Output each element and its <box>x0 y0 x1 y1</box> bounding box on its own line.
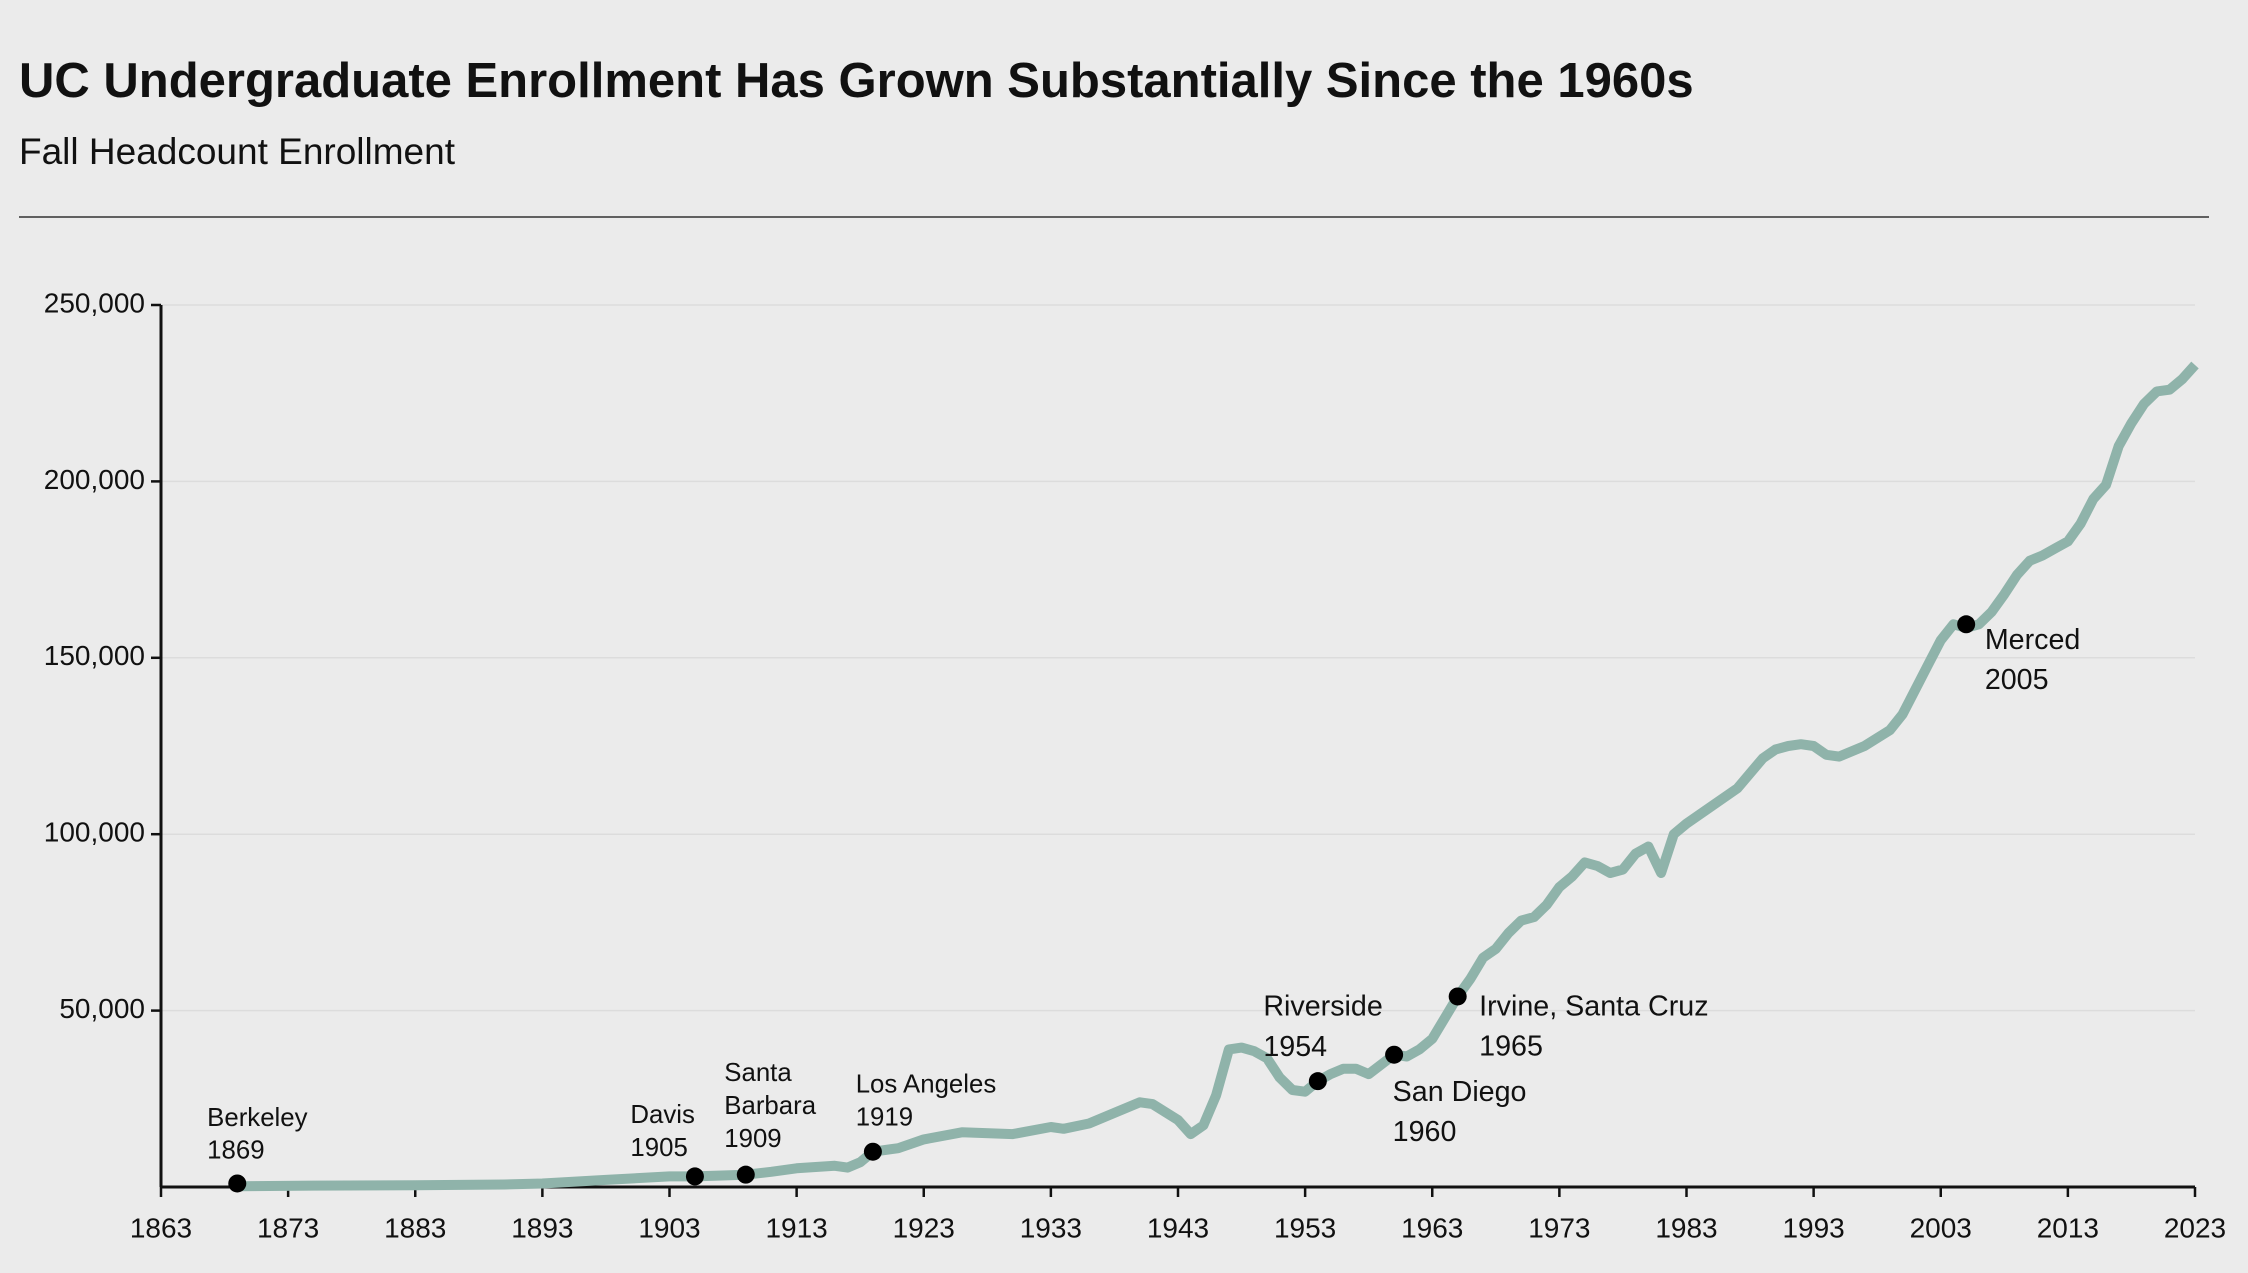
annotation-label: Irvine, Santa Cruz <box>1479 991 1708 1023</box>
annotation-label: 2005 <box>1985 664 2049 696</box>
y-tick-label: 50,000 <box>59 993 145 1024</box>
x-tick-label: 2013 <box>2037 1212 2099 1243</box>
annotation-label: Davis <box>630 1101 695 1129</box>
annotation-label: Santa <box>724 1059 792 1087</box>
annotation-label: 1954 <box>1263 1031 1327 1063</box>
x-tick-label: 1903 <box>638 1212 700 1243</box>
y-tick-label: 150,000 <box>44 640 145 671</box>
x-tick-label: 1993 <box>1782 1212 1844 1243</box>
y-tick-label: 100,000 <box>44 817 145 848</box>
annotation-label: Riverside <box>1263 991 1382 1023</box>
x-tick-label: 2003 <box>1910 1212 1972 1243</box>
annotation-label: 1905 <box>630 1134 687 1162</box>
annotation-dot <box>228 1174 247 1193</box>
annotation-label: 1869 <box>207 1137 264 1165</box>
annotation-label: Barbara <box>724 1092 816 1120</box>
x-tick-label: 1913 <box>765 1212 827 1243</box>
annotation-label: Berkeley <box>207 1104 307 1132</box>
x-tick-label: 1883 <box>384 1212 446 1243</box>
x-tick-label: 2023 <box>2164 1212 2226 1243</box>
x-tick-label: 1873 <box>257 1212 319 1243</box>
annotation-dot <box>1385 1045 1404 1064</box>
annotation-dot <box>1308 1072 1327 1091</box>
x-tick-label: 1863 <box>130 1212 192 1243</box>
x-tick-label: 1893 <box>511 1212 573 1243</box>
annotation-label: 1909 <box>724 1125 781 1153</box>
chart-subtitle: Fall Headcount Enrollment <box>19 131 456 172</box>
annotation-dot <box>1957 615 1976 634</box>
x-tick-label: 1943 <box>1147 1212 1209 1243</box>
annotation-label: 1965 <box>1479 1031 1543 1063</box>
annotation-dot <box>1448 987 1467 1006</box>
annotation-dot <box>863 1142 882 1161</box>
y-tick-label: 200,000 <box>44 464 145 495</box>
annotation-label: Merced <box>1985 624 2081 656</box>
x-tick-label: 1963 <box>1401 1212 1463 1243</box>
y-tick-label: 250,000 <box>44 287 145 318</box>
enrollment-line <box>237 361 2199 1192</box>
x-tick-label: 1933 <box>1020 1212 1082 1243</box>
x-tick-label: 1983 <box>1655 1212 1717 1243</box>
annotation-dot <box>685 1167 704 1186</box>
annotation-dot <box>736 1165 755 1184</box>
annotation-label: 1919 <box>856 1104 913 1132</box>
chart-title: UC Undergraduate Enrollment Has Grown Su… <box>19 54 1694 108</box>
annotation-label: 1960 <box>1393 1116 1457 1148</box>
x-tick-label: 1923 <box>893 1212 955 1243</box>
annotation-label: San Diego <box>1393 1076 1527 1108</box>
x-tick-label: 1973 <box>1528 1212 1590 1243</box>
annotation-label: Los Angeles <box>856 1071 997 1099</box>
x-tick-label: 1953 <box>1274 1212 1336 1243</box>
